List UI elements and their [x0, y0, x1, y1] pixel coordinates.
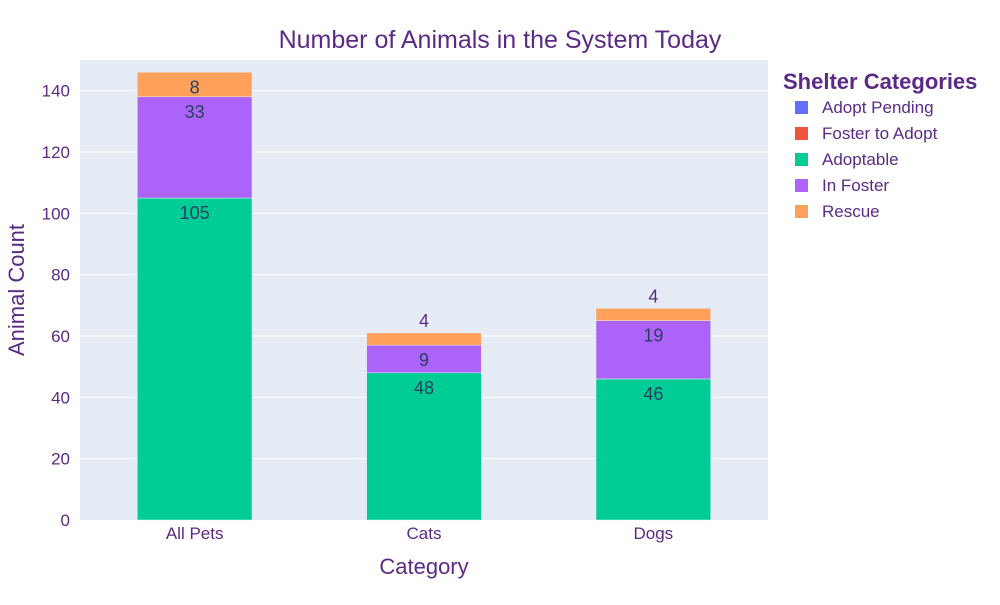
bar-dogs-adoptable[interactable]	[595, 378, 711, 521]
legend-swatch[interactable]	[795, 205, 808, 218]
bar-value-label: 19	[643, 326, 663, 346]
y-tick-label: 100	[42, 204, 70, 223]
bar-cats-adoptable[interactable]	[366, 372, 482, 521]
legend-item-label[interactable]: In Foster	[822, 176, 889, 195]
y-tick-label: 80	[51, 266, 70, 285]
y-axis-ticks: 0 20 40 60 80 100 120 140	[42, 82, 70, 530]
legend: Shelter Categories Adopt Pending Foster t…	[783, 69, 977, 221]
legend-title: Shelter Categories	[783, 69, 977, 94]
y-tick-label: 0	[61, 511, 70, 530]
y-tick-label: 120	[42, 143, 70, 162]
bar-value-label: 8	[190, 77, 200, 97]
legend-swatch[interactable]	[795, 127, 808, 140]
x-axis-ticks: All Pets Cats Dogs	[166, 524, 673, 543]
bar-value-label: 46	[643, 384, 663, 404]
y-tick-label: 140	[42, 82, 70, 101]
bar-all-pets-in-foster[interactable]	[137, 96, 253, 199]
bar-value-label: 4	[419, 311, 429, 331]
bar-all-pets-adoptable[interactable]	[137, 197, 253, 521]
bar-dogs-rescue[interactable]	[595, 308, 711, 321]
y-tick-label: 20	[51, 450, 70, 469]
legend-item-label[interactable]: Rescue	[822, 202, 880, 221]
bar-value-label: 4	[648, 286, 658, 306]
legend-swatch[interactable]	[795, 101, 808, 114]
legend-swatch[interactable]	[795, 153, 808, 166]
y-tick-label: 60	[51, 327, 70, 346]
bar-all-pets-rescue[interactable]	[137, 72, 253, 98]
x-tick-label: All Pets	[166, 524, 224, 543]
legend-item-label[interactable]: Adopt Pending	[822, 98, 934, 117]
x-tick-label: Dogs	[633, 524, 673, 543]
bar-value-label: 33	[185, 102, 205, 122]
chart-title: Number of Animals in the System Today	[279, 26, 722, 54]
legend-item-label[interactable]: Adoptable	[822, 150, 899, 169]
bar-value-label: 9	[419, 350, 429, 370]
legend-swatch[interactable]	[795, 179, 808, 192]
bar-value-label: 105	[180, 203, 210, 223]
legend-item-label[interactable]: Foster to Adopt	[822, 124, 938, 143]
bar-value-label: 48	[414, 378, 434, 398]
x-tick-label: Cats	[407, 524, 442, 543]
x-axis-title: Category	[379, 554, 468, 579]
bars: 105 33 8 48 9 4 46 19 4	[137, 72, 711, 521]
y-axis-title: Animal Count	[4, 224, 29, 356]
y-tick-label: 40	[51, 388, 70, 407]
bar-cats-rescue[interactable]	[366, 332, 482, 346]
